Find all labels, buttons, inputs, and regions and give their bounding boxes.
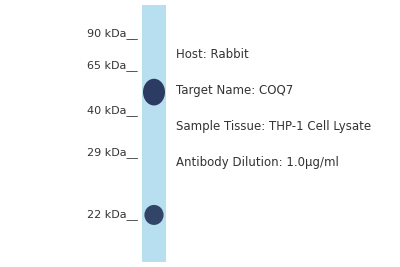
- Ellipse shape: [143, 79, 165, 105]
- Text: 65 kDa__: 65 kDa__: [87, 60, 138, 71]
- Text: 90 kDa__: 90 kDa__: [87, 28, 138, 39]
- Text: Antibody Dilution: 1.0μg/ml: Antibody Dilution: 1.0μg/ml: [176, 156, 339, 169]
- Text: 29 kDa__: 29 kDa__: [87, 147, 138, 158]
- Text: Sample Tissue: THP-1 Cell Lysate: Sample Tissue: THP-1 Cell Lysate: [176, 120, 371, 133]
- Text: Target Name: COQ7: Target Name: COQ7: [176, 84, 293, 97]
- Bar: [142, 5, 166, 262]
- Ellipse shape: [144, 205, 164, 225]
- Text: Host: Rabbit: Host: Rabbit: [176, 48, 249, 61]
- Text: 40 kDa__: 40 kDa__: [87, 105, 138, 116]
- Text: 22 kDa__: 22 kDa__: [87, 210, 138, 220]
